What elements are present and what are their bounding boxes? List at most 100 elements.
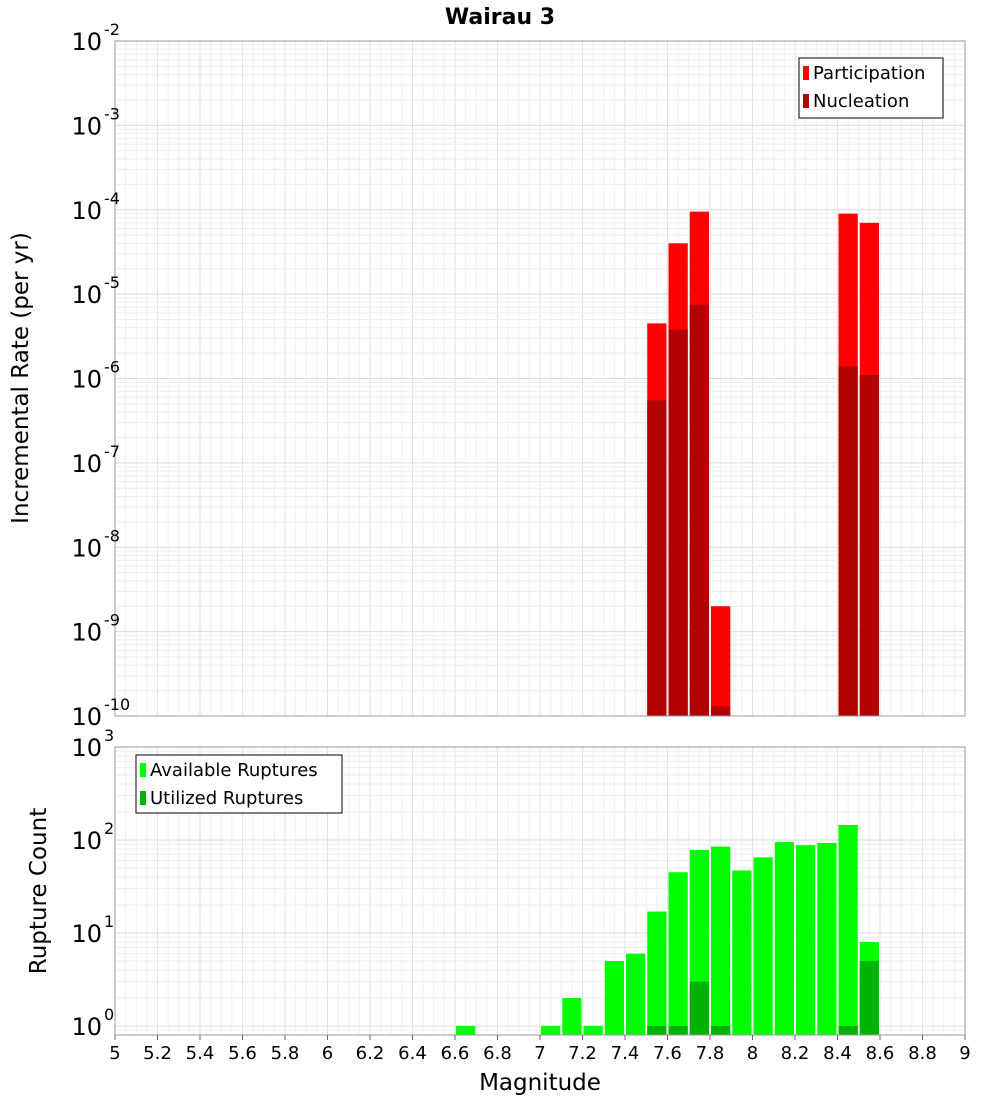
top-y-tick-exponent: -9 [104, 611, 120, 630]
x-tick-label: 7.6 [653, 1043, 682, 1064]
x-tick-label: 5.8 [271, 1043, 300, 1064]
top-legend-box [798, 57, 944, 119]
legend-swatch-available [140, 763, 146, 777]
x-axis-label: Magnitude [479, 1070, 601, 1096]
top-bar-nucleation [647, 400, 667, 716]
bottom-bar-available-ruptures [541, 1025, 561, 1035]
top-bar-nucleation [711, 706, 731, 716]
bottom-bar-available-ruptures [732, 870, 752, 1035]
x-tick-label: 7 [534, 1043, 545, 1064]
top-gridlines [114, 41, 966, 717]
top-y-tick-label: 10 [71, 619, 102, 647]
bottom-bar-available-ruptures [774, 842, 794, 1035]
bottom-bar-available-ruptures [817, 842, 837, 1035]
chart-title: Wairau 3 [445, 5, 555, 30]
bottom-bar-utilized-ruptures [689, 981, 709, 1035]
top-y-tick-exponent: -10 [104, 695, 130, 714]
bottom-bar-available-ruptures [838, 824, 858, 1035]
legend-label-participation: Participation [813, 63, 925, 84]
bottom-bar-available-ruptures [604, 960, 624, 1035]
top-bar-nucleation [859, 375, 879, 716]
top-y-tick-exponent: -2 [104, 20, 120, 39]
x-tick-label: 7.8 [696, 1043, 725, 1064]
top-bars [647, 211, 879, 717]
legend-label-nucleation: Nucleation [813, 91, 909, 112]
x-tick-label: 5.4 [186, 1043, 215, 1064]
bottom-bar-available-ruptures [626, 953, 646, 1035]
legend-label-utilized: Utilized Ruptures [150, 788, 303, 809]
bottom-bar-available-ruptures [796, 845, 816, 1035]
legend-swatch-nucleation [803, 94, 809, 108]
top-y-tick-exponent: -5 [104, 273, 120, 292]
bottom-bar-available-ruptures [583, 1025, 603, 1035]
top-bar-nucleation [689, 304, 709, 716]
bottom-y-tick-exponent: 3 [104, 726, 114, 745]
bottom-legend: Available Ruptures Utilized Ruptures [135, 754, 343, 814]
top-y-tick-label: 10 [71, 281, 102, 309]
bottom-y-tick-label: 10 [71, 827, 102, 855]
bottom-legend-box [135, 754, 343, 814]
top-y-tick-exponent: -8 [104, 526, 120, 545]
top-y-tick-label: 10 [71, 366, 102, 394]
top-y-tick-exponent: -6 [104, 358, 120, 377]
bottom-y-tick-label: 10 [71, 920, 102, 948]
top-y-tick-label: 10 [71, 450, 102, 478]
top-y-tick-label: 10 [71, 112, 102, 140]
top-y-tick-label: 10 [71, 28, 102, 56]
x-tick-label: 8.6 [866, 1043, 895, 1064]
top-y-axis-label: Incremental Rate (per yr) [8, 232, 34, 524]
x-tick-label: 8.8 [908, 1043, 937, 1064]
bottom-bar-utilized-ruptures [711, 1025, 731, 1035]
top-y-tick-label: 10 [71, 534, 102, 562]
top-y-tick-label: 10 [71, 703, 102, 731]
x-tick-label: 8.4 [823, 1043, 852, 1064]
x-tick-label: 6.4 [398, 1043, 427, 1064]
legend-label-available: Available Ruptures [150, 760, 318, 781]
top-y-tick-exponent: -4 [104, 189, 120, 208]
legend-swatch-utilized [140, 791, 146, 805]
bottom-bar-available-ruptures [647, 911, 667, 1035]
bottom-bar-utilized-ruptures [838, 1025, 858, 1035]
x-tick-label: 5.6 [228, 1043, 257, 1064]
x-tick-label: 8 [747, 1043, 758, 1064]
x-tick-label: 6.8 [483, 1043, 512, 1064]
x-ticks: 5 5.2 5.4 5.6 5.8 6 6.2 6.4 6.6 6.8 7 7.2 7.4 7.6 7.8 8… [109, 1035, 971, 1064]
top-plot-border [114, 40, 966, 717]
x-tick-label: 7.4 [611, 1043, 640, 1064]
bottom-y-tick-exponent: 2 [104, 819, 114, 838]
bottom-bar-utilized-ruptures [859, 960, 879, 1035]
x-tick-label: 6.6 [441, 1043, 470, 1064]
bottom-bar-available-ruptures [562, 997, 582, 1035]
bottom-y-tick-exponent: 0 [104, 1005, 114, 1024]
top-y-tick-exponent: -3 [104, 104, 120, 123]
x-tick-label: 5 [109, 1043, 120, 1064]
x-tick-label: 6.2 [356, 1043, 385, 1064]
bottom-bar-utilized-ruptures [668, 1025, 688, 1035]
top-y-tick-label: 10 [71, 197, 102, 225]
bottom-y-tick-label: 10 [71, 734, 102, 762]
top-y-tick-exponent: -7 [104, 442, 120, 461]
bottom-bar-utilized-ruptures [647, 1025, 667, 1035]
bottom-y-axis-label: Rupture Count [26, 808, 52, 974]
bottom-y-tick-label: 10 [71, 1013, 102, 1041]
bottom-y-tick-exponent: 1 [104, 912, 114, 931]
bottom-bar-available-ruptures [456, 1025, 476, 1035]
x-tick-label: 7.2 [568, 1043, 597, 1064]
x-tick-label: 5.2 [143, 1043, 172, 1064]
legend-swatch-participation [803, 66, 809, 80]
x-tick-label: 8.2 [781, 1043, 810, 1064]
bottom-bar-available-ruptures [711, 846, 731, 1035]
top-bar-nucleation [838, 366, 858, 716]
x-tick-label: 6 [322, 1043, 333, 1064]
top-legend: Participation Nucleation [798, 57, 944, 119]
x-tick-label: 9 [959, 1043, 970, 1064]
bottom-bar-available-ruptures [668, 872, 688, 1035]
top-bar-participation [711, 606, 731, 716]
bottom-bar-available-ruptures [753, 857, 773, 1035]
top-bar-nucleation [668, 329, 688, 716]
